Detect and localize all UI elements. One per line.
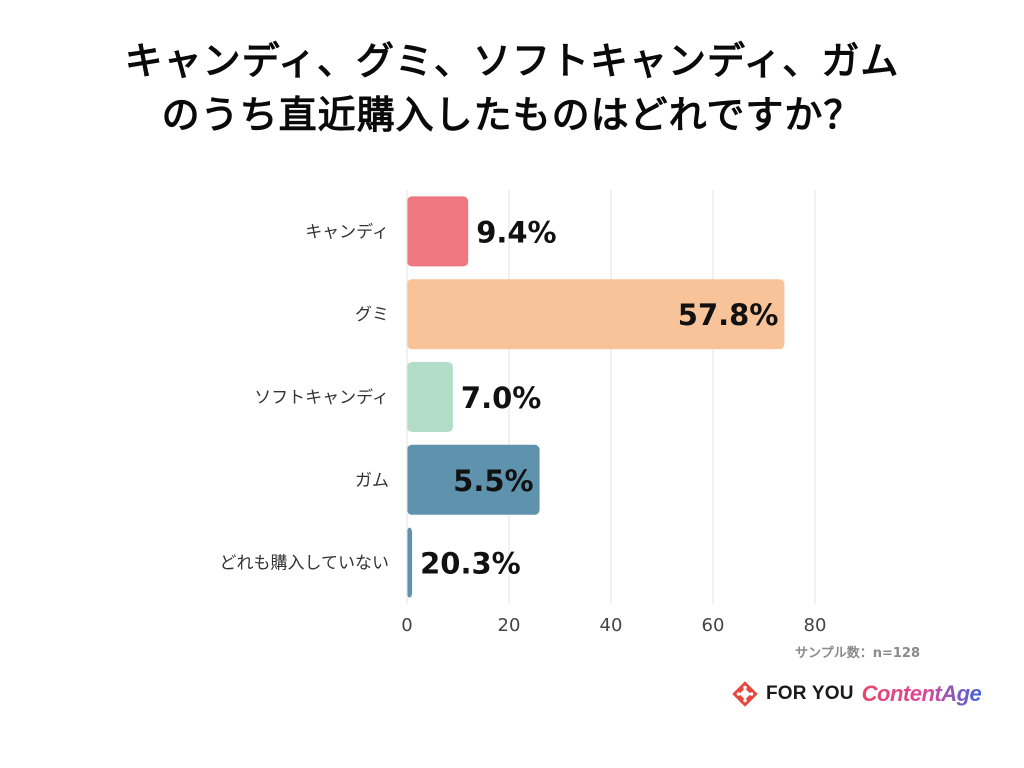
foryou-logo-icon xyxy=(730,679,760,709)
x-tick-label-0: 0 xyxy=(401,615,412,636)
category-label-1: グミ xyxy=(355,305,389,325)
sample-size-note: サンプル数：n=128 xyxy=(795,646,920,661)
brand-company: FOR YOU xyxy=(766,683,854,704)
category-label-3: ガム xyxy=(355,471,389,491)
data-label-1: 57.8% xyxy=(678,298,779,332)
data-label-0: 9.4% xyxy=(476,215,556,249)
data-label-3: 5.5% xyxy=(453,464,533,498)
category-label-2: ソフトキャンディ xyxy=(254,387,389,408)
chart-title-line1: キャンディ、グミ、ソフトキャンディ、ガム xyxy=(124,39,900,83)
bar-2 xyxy=(407,362,453,432)
bar-3 xyxy=(407,444,540,515)
bar-4 xyxy=(407,527,413,598)
x-tick-label-80: 80 xyxy=(804,615,827,636)
chart-title: キャンディ、グミ、ソフトキャンディ、ガム のうち直近購入したものはどれですか？ xyxy=(0,34,1024,142)
bar-1 xyxy=(407,279,785,350)
category-label-4: どれも購入していない xyxy=(220,554,390,574)
x-tick-label-40: 40 xyxy=(600,615,623,636)
category-label-0: キャンディ xyxy=(305,221,389,242)
chart-title-line2: のうち直近購入したものはどれですか？ xyxy=(161,93,863,137)
x-tick-label-20: 20 xyxy=(498,615,521,636)
bar-0 xyxy=(407,196,469,267)
data-label-2: 7.0% xyxy=(461,381,541,415)
x-tick-label-60: 60 xyxy=(702,615,725,636)
data-label-4: 20.3% xyxy=(420,547,521,581)
footer-logo: FOR YOU ContentAge xyxy=(730,674,982,714)
brand-product: ContentAge xyxy=(861,681,982,706)
